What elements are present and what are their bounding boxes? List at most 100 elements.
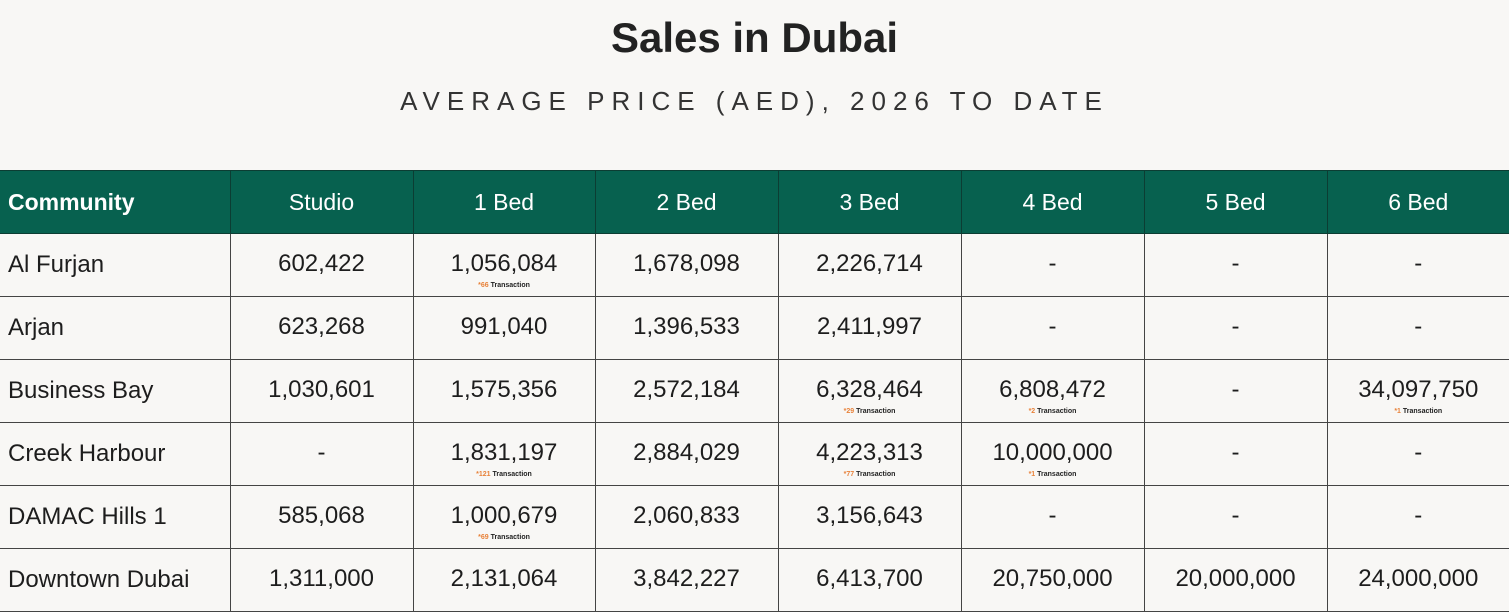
price-cell: - bbox=[1327, 234, 1509, 297]
table-row: Downtown Dubai 1,311,000 2,131,064 3,842,22… bbox=[0, 549, 1509, 612]
column-header: 6 Bed bbox=[1327, 171, 1509, 234]
price-cell: 2,884,029 bbox=[595, 423, 778, 486]
price-cell: - bbox=[1144, 360, 1327, 423]
table-body: Al Furjan 602,422 1,056,084*66 Transaction… bbox=[0, 234, 1509, 612]
price: - bbox=[1232, 313, 1240, 340]
community-cell: Al Furjan bbox=[0, 234, 230, 297]
transaction-note: *66 Transaction bbox=[414, 282, 595, 289]
price-cell: - bbox=[1144, 423, 1327, 486]
note-label: Transaction bbox=[491, 534, 530, 541]
column-header: 2 Bed bbox=[595, 171, 778, 234]
price: - bbox=[1049, 250, 1057, 277]
transaction-note: *69 Transaction bbox=[414, 534, 595, 541]
price: 623,268 bbox=[278, 313, 365, 340]
page: {"header": {"title": "Sales in Dubai", "… bbox=[0, 0, 1509, 596]
table-row: Arjan 623,268 991,040 1,396,533 2,411,997 - - - bbox=[0, 297, 1509, 360]
community-cell: Arjan bbox=[0, 297, 230, 360]
price: 2,884,029 bbox=[633, 439, 740, 466]
price: 1,000,679 bbox=[451, 502, 558, 529]
column-header: Community bbox=[0, 171, 230, 234]
table-row: Al Furjan 602,422 1,056,084*66 Transaction… bbox=[0, 234, 1509, 297]
note-mark: *1 bbox=[1394, 408, 1401, 415]
price: 1,396,533 bbox=[633, 313, 740, 340]
price-cell: 20,000,000 bbox=[1144, 549, 1327, 612]
price-cell: 585,068 bbox=[230, 486, 413, 549]
price: - bbox=[1232, 502, 1240, 529]
price: 10,000,000 bbox=[992, 439, 1112, 466]
price-cell: - bbox=[1327, 486, 1509, 549]
price: 2,226,714 bbox=[816, 250, 923, 277]
price: - bbox=[1414, 250, 1422, 277]
community-cell: DAMAC Hills 1 bbox=[0, 486, 230, 549]
price-cell: 3,842,227 bbox=[595, 549, 778, 612]
price: 1,311,000 bbox=[269, 565, 374, 592]
price-cell: 4,223,313*77 Transaction bbox=[778, 423, 961, 486]
note-label: Transaction bbox=[493, 471, 532, 478]
price-cell: - bbox=[230, 423, 413, 486]
note-label: Transaction bbox=[1037, 408, 1076, 415]
title: Sales in Dubai bbox=[0, 14, 1509, 62]
transaction-note: *2 Transaction bbox=[962, 408, 1144, 415]
price-cell: 6,808,472 *2 Transaction bbox=[961, 360, 1144, 423]
price: 2,060,833 bbox=[633, 502, 740, 529]
price: 6,808,472 bbox=[999, 376, 1106, 403]
price: 1,678,098 bbox=[633, 250, 740, 277]
price-cell: 10,000,000 *1 Transaction bbox=[961, 423, 1144, 486]
price: 1,030,601 bbox=[268, 376, 375, 403]
note-label: Transaction bbox=[1037, 471, 1076, 478]
price-cell: 1,678,098 bbox=[595, 234, 778, 297]
price-cell: 34,097,750 *1 Transaction bbox=[1327, 360, 1509, 423]
transaction-note: *121 Transaction bbox=[414, 471, 595, 478]
price-cell: 6,328,464*29 Transaction bbox=[778, 360, 961, 423]
price-cell: - bbox=[1327, 297, 1509, 360]
price: 2,411,997 bbox=[817, 313, 922, 340]
price-cell: - bbox=[1144, 234, 1327, 297]
transaction-note: *1 Transaction bbox=[962, 471, 1144, 478]
price: - bbox=[1232, 439, 1240, 466]
price: 585,068 bbox=[278, 502, 365, 529]
price: 6,413,700 bbox=[816, 565, 923, 592]
price-cell: - bbox=[1144, 297, 1327, 360]
column-header: 3 Bed bbox=[778, 171, 961, 234]
community-cell: Downtown Dubai bbox=[0, 549, 230, 612]
price-cell: - bbox=[1144, 486, 1327, 549]
price-cell: 991,040 bbox=[413, 297, 595, 360]
price-cell: 1,831,197 *121 Transaction bbox=[413, 423, 595, 486]
price: - bbox=[1049, 313, 1057, 340]
price-cell: 1,056,084*66 Transaction bbox=[413, 234, 595, 297]
price-cell: 3,156,643 bbox=[778, 486, 961, 549]
transaction-note: *1 Transaction bbox=[1328, 408, 1509, 415]
price: - bbox=[1414, 313, 1422, 340]
note-label: Transaction bbox=[856, 408, 895, 415]
column-header: Studio bbox=[230, 171, 413, 234]
note-mark: *66 bbox=[478, 282, 489, 289]
price: - bbox=[1232, 250, 1240, 277]
price: 20,000,000 bbox=[1175, 565, 1295, 592]
price: - bbox=[1414, 439, 1422, 466]
price-cell: 2,226,714 bbox=[778, 234, 961, 297]
note-mark: *121 bbox=[476, 471, 490, 478]
price: 6,328,464 bbox=[816, 376, 923, 403]
price-cell: 1,030,601 bbox=[230, 360, 413, 423]
price-cell: 623,268 bbox=[230, 297, 413, 360]
price-cell: 1,000,679 *69 Transaction bbox=[413, 486, 595, 549]
price-cell: 602,422 bbox=[230, 234, 413, 297]
price-cell: 2,060,833 bbox=[595, 486, 778, 549]
price-cell: 2,411,997 bbox=[778, 297, 961, 360]
price: 2,131,064 bbox=[451, 565, 558, 592]
price-cell: 6,413,700 bbox=[778, 549, 961, 612]
price: 24,000,000 bbox=[1358, 565, 1478, 592]
column-header: 5 Bed bbox=[1144, 171, 1327, 234]
price-cell: 20,750,000 bbox=[961, 549, 1144, 612]
price: - bbox=[1232, 376, 1240, 403]
price-cell: - bbox=[961, 486, 1144, 549]
price: 602,422 bbox=[278, 250, 365, 277]
price: 34,097,750 bbox=[1358, 376, 1478, 403]
note-label: Transaction bbox=[491, 282, 530, 289]
note-mark: *1 bbox=[1029, 471, 1036, 478]
price: 1,831,197 bbox=[451, 439, 558, 466]
price-cell: 24,000,000 bbox=[1327, 549, 1509, 612]
